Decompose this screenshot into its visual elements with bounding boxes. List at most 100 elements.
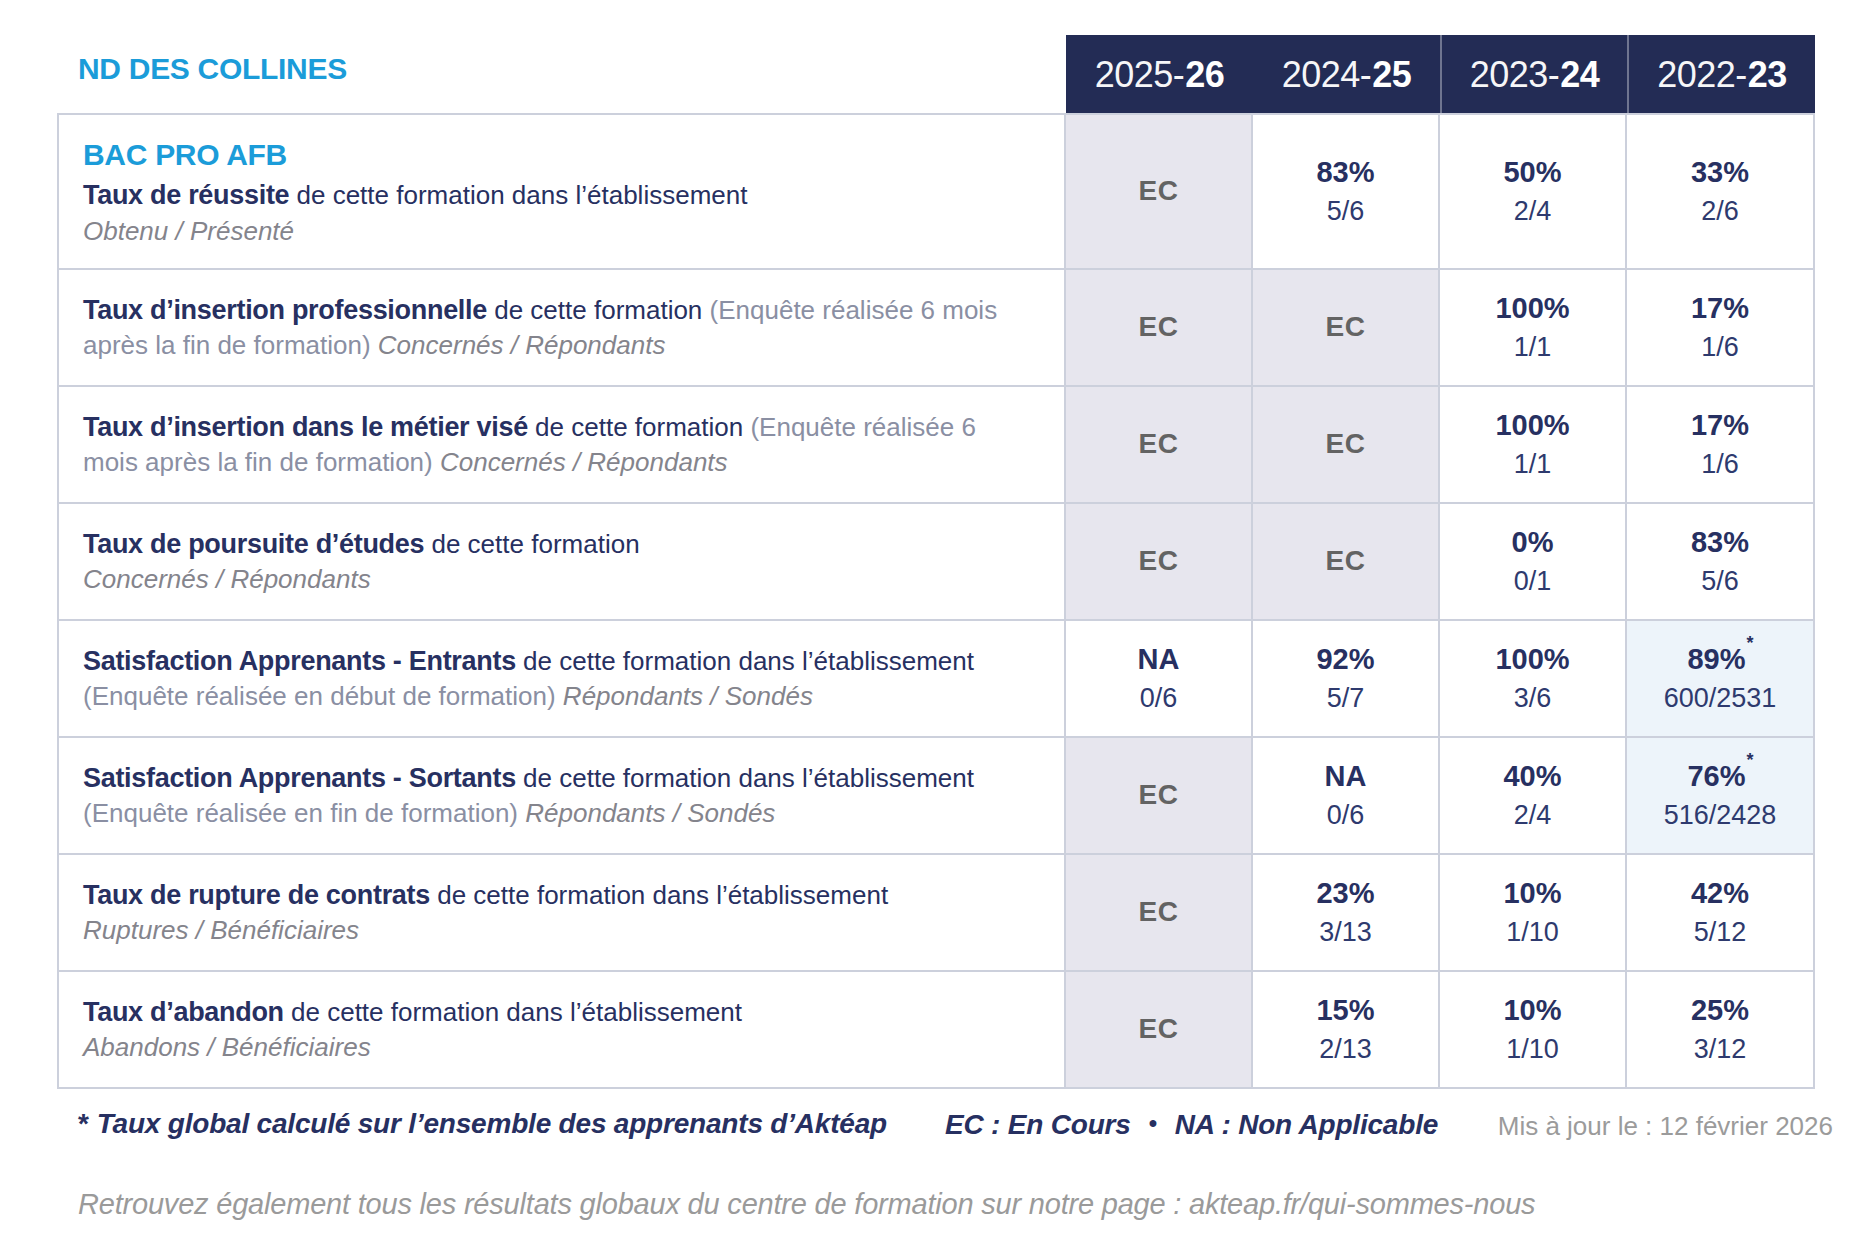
metric-title: Taux d’insertion dans le métier visé bbox=[83, 412, 528, 442]
value-main: EC bbox=[1139, 309, 1179, 345]
metric-label-cell: Satisfaction Apprenants - Entrants de ce… bbox=[59, 621, 1064, 736]
value-cell: 23%3/13 bbox=[1253, 855, 1438, 970]
results-table: BAC PRO AFBTaux de réussite de cette for… bbox=[57, 113, 1815, 1089]
legend-na: NA : Non Applicable bbox=[1175, 1109, 1438, 1141]
metric-text: Ruptures / Bénéficiaires bbox=[83, 915, 359, 945]
value-main: 100% bbox=[1495, 407, 1569, 445]
value-main: 100% bbox=[1495, 641, 1569, 679]
value-cell: EC bbox=[1066, 738, 1251, 853]
value-main: 89%* bbox=[1687, 641, 1752, 679]
value-main: EC bbox=[1139, 894, 1179, 930]
value-main: 10% bbox=[1503, 992, 1561, 1030]
value-main: 83% bbox=[1691, 524, 1749, 562]
value-cell: EC bbox=[1066, 855, 1251, 970]
metric-text: Répondants / Sondés bbox=[525, 798, 775, 828]
value-main: 92% bbox=[1316, 641, 1374, 679]
value-main: 17% bbox=[1691, 290, 1749, 328]
asterisk-marker: * bbox=[1747, 633, 1754, 653]
value-fraction: 3/13 bbox=[1319, 915, 1372, 950]
value-main: 15% bbox=[1316, 992, 1374, 1030]
value-cell: EC bbox=[1066, 387, 1251, 502]
year-column-header: 2025-26 bbox=[1066, 35, 1253, 115]
value-main: EC bbox=[1139, 173, 1179, 209]
metric-description: Taux d’insertion professionnelle de cett… bbox=[83, 293, 1024, 363]
metric-text: (Enquête réalisée en début de formation) bbox=[83, 681, 563, 711]
value-fraction: 0/6 bbox=[1140, 681, 1178, 716]
metric-label-cell: Taux d’insertion dans le métier visé de … bbox=[59, 387, 1064, 502]
metric-description: Taux d’abandon de cette formation dans l… bbox=[83, 995, 1024, 1065]
value-main: EC bbox=[1326, 309, 1366, 345]
value-cell: EC bbox=[1066, 115, 1251, 268]
year-column-header: 2024-25 bbox=[1253, 35, 1440, 115]
value-cell: 83%5/6 bbox=[1253, 115, 1438, 268]
value-fraction: 1/10 bbox=[1506, 1032, 1559, 1067]
metric-title: Taux de rupture de contrats bbox=[83, 880, 430, 910]
metric-label-cell: Taux de rupture de contrats de cette for… bbox=[59, 855, 1064, 970]
value-main: 83% bbox=[1316, 154, 1374, 192]
value-main: EC bbox=[1139, 543, 1179, 579]
metric-title: Satisfaction Apprenants - Entrants bbox=[83, 646, 516, 676]
value-fraction: 1/6 bbox=[1701, 447, 1739, 482]
metric-label-cell: Taux d’abandon de cette formation dans l… bbox=[59, 972, 1064, 1087]
value-main: EC bbox=[1326, 426, 1366, 462]
value-fraction: 1/1 bbox=[1514, 330, 1552, 365]
footnote-row: * Taux global calculé sur l’ensemble des … bbox=[0, 1108, 1875, 1150]
value-main: 10% bbox=[1503, 875, 1561, 913]
value-main: 25% bbox=[1691, 992, 1749, 1030]
value-main: 17% bbox=[1691, 407, 1749, 445]
metric-text: de cette formation dans l’établissement bbox=[289, 180, 747, 210]
value-main: 100% bbox=[1495, 290, 1569, 328]
abbreviations-legend: EC : En Cours • NA : Non Applicable bbox=[945, 1109, 1438, 1141]
global-results-note: Retrouvez également tous les résultats g… bbox=[78, 1188, 1535, 1221]
metric-label-cell: Taux d’insertion professionnelle de cett… bbox=[59, 270, 1064, 385]
year-column-header: 2023-24 bbox=[1440, 35, 1627, 115]
value-main: EC bbox=[1139, 777, 1179, 813]
metric-text: de cette formation bbox=[487, 295, 710, 325]
metric-text: de cette formation dans l’établissement bbox=[516, 646, 974, 676]
value-fraction: 1/10 bbox=[1506, 915, 1559, 950]
bullet-separator: • bbox=[1149, 1109, 1157, 1137]
value-fraction: 2/4 bbox=[1514, 798, 1552, 833]
metric-description: Satisfaction Apprenants - Entrants de ce… bbox=[83, 644, 1024, 714]
updated-date: Mis à jour le : 12 février 2026 bbox=[1498, 1111, 1833, 1142]
value-fraction: 600/2531 bbox=[1664, 681, 1777, 716]
metric-text: Répondants / Sondés bbox=[563, 681, 813, 711]
value-cell: EC bbox=[1066, 972, 1251, 1087]
asterisk-symbol: * bbox=[78, 1108, 89, 1139]
metric-description: Taux de rupture de contrats de cette for… bbox=[83, 878, 1024, 948]
value-fraction: 516/2428 bbox=[1664, 798, 1777, 833]
value-cell: 50%2/4 bbox=[1440, 115, 1625, 268]
value-fraction: 1/1 bbox=[1514, 447, 1552, 482]
value-main: 23% bbox=[1316, 875, 1374, 913]
value-fraction: 5/7 bbox=[1327, 681, 1365, 716]
metric-description: Taux de poursuite d’études de cette form… bbox=[83, 527, 1024, 597]
metric-text: Concernés / Répondants bbox=[440, 447, 728, 477]
value-cell: 76%*516/2428 bbox=[1627, 738, 1813, 853]
metric-text: de cette formation bbox=[528, 412, 751, 442]
value-cell: 15%2/13 bbox=[1253, 972, 1438, 1087]
asterisk-marker: * bbox=[1747, 750, 1754, 770]
value-cell: 17%1/6 bbox=[1627, 270, 1813, 385]
value-cell: 100%3/6 bbox=[1440, 621, 1625, 736]
value-fraction: 3/12 bbox=[1694, 1032, 1747, 1067]
value-fraction: 2/13 bbox=[1319, 1032, 1372, 1067]
value-cell: 100%1/1 bbox=[1440, 270, 1625, 385]
value-cell: EC bbox=[1066, 270, 1251, 385]
year-header: 2025-262024-252023-242022-23 bbox=[1066, 35, 1815, 115]
value-fraction: 2/6 bbox=[1701, 194, 1739, 229]
metric-title: Taux de poursuite d’études bbox=[83, 529, 424, 559]
star-footnote-text: Taux global calculé sur l’ensemble des a… bbox=[97, 1108, 887, 1139]
metric-description: Satisfaction Apprenants - Sortants de ce… bbox=[83, 761, 1024, 831]
value-cell: 0%0/1 bbox=[1440, 504, 1625, 619]
results-sheet: ND DES COLLINES 2025-262024-252023-24202… bbox=[0, 0, 1875, 1250]
value-cell: NA0/6 bbox=[1253, 738, 1438, 853]
metric-title: Taux de réussite bbox=[83, 180, 289, 210]
value-cell: 40%2/4 bbox=[1440, 738, 1625, 853]
legend-ec: EC : En Cours bbox=[945, 1109, 1131, 1141]
value-main: 33% bbox=[1691, 154, 1749, 192]
value-main: EC bbox=[1139, 1011, 1179, 1047]
value-main: 50% bbox=[1503, 154, 1561, 192]
star-footnote: * Taux global calculé sur l’ensemble des … bbox=[78, 1108, 887, 1140]
metric-title: Satisfaction Apprenants - Sortants bbox=[83, 763, 516, 793]
value-fraction: 0/1 bbox=[1514, 564, 1552, 599]
